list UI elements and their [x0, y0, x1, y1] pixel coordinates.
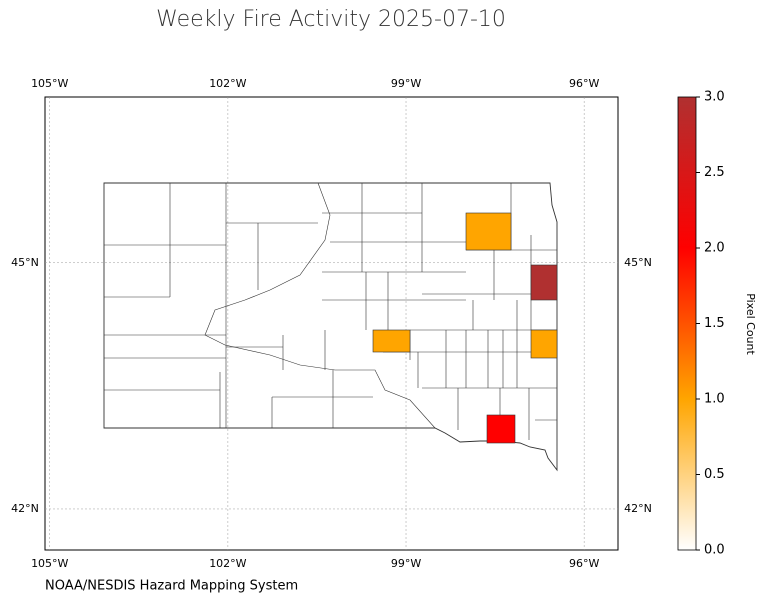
fire-county	[530, 329, 558, 359]
fire-county	[530, 264, 558, 301]
fire-county	[486, 414, 516, 444]
lon-tick-label: 105°W	[31, 77, 68, 90]
lon-tick-label: 102°W	[209, 557, 246, 570]
colorbar-tick-label: 2.0	[704, 241, 725, 256]
colorbar-tick-label: 1.5	[704, 316, 725, 331]
colorbar-tick-label: 0.5	[704, 467, 725, 482]
fire-county	[465, 212, 512, 251]
state-outline	[103, 182, 558, 472]
lon-tick-label: 96°W	[569, 557, 599, 570]
map-title: Weekly Fire Activity 2025-07-10	[156, 7, 506, 32]
colorbar-label: Pixel Count	[744, 293, 757, 355]
lon-tick-label: 102°W	[209, 77, 246, 90]
map-ticks: 105°W 105°W 102°W 102°W 99°W 99°W 96°W 96°W 42°N…	[11, 77, 652, 570]
lon-tick-label: 99°W	[391, 77, 421, 90]
graticule	[45, 97, 618, 550]
colorbar	[677, 96, 697, 551]
lat-tick-label: 42°N	[624, 502, 652, 515]
fire-county	[372, 329, 411, 353]
colorbar-tick-label: 1.0	[704, 392, 725, 407]
colorbar-ticks: 0.0 0.5 1.0 1.5 2.0 2.5 3.0	[696, 90, 725, 558]
lat-tick-label: 45°N	[11, 256, 39, 269]
map-frame	[44, 96, 619, 551]
lon-tick-label: 96°W	[569, 77, 599, 90]
fire-counties	[372, 212, 558, 444]
lat-tick-label: 45°N	[624, 256, 652, 269]
colorbar-tick-label: 0.0	[704, 543, 725, 558]
lon-tick-label: 105°W	[31, 557, 68, 570]
source-credit: NOAA/NESDIS Hazard Mapping System	[45, 579, 298, 594]
lon-tick-label: 99°W	[391, 557, 421, 570]
lat-tick-label: 42°N	[11, 502, 39, 515]
colorbar-tick-label: 2.5	[704, 165, 725, 180]
colorbar-tick-label: 3.0	[704, 90, 725, 105]
